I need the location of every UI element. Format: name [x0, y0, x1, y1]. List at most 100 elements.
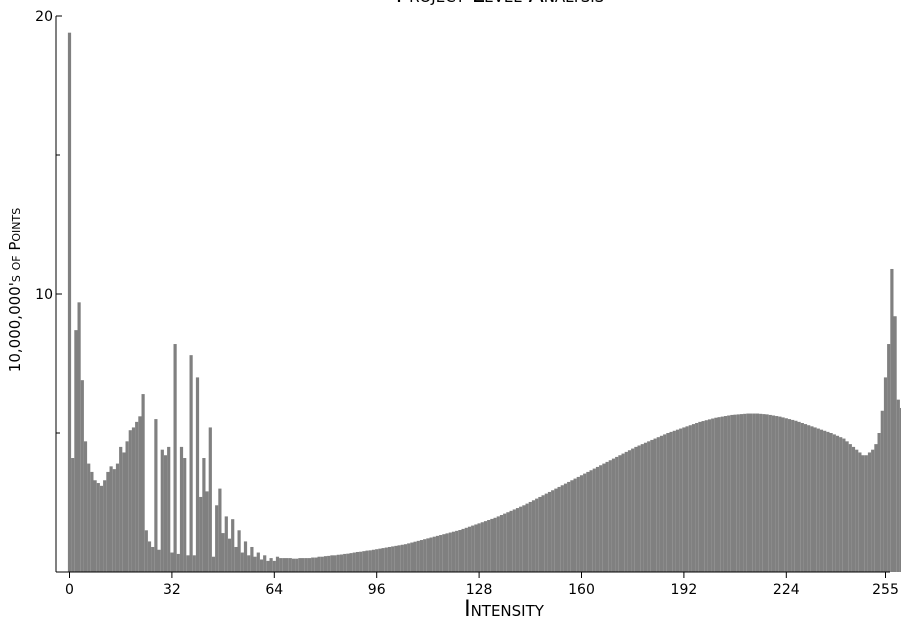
histogram-bar [179, 446, 184, 572]
histogram-bar [163, 455, 168, 572]
histogram-bar [877, 433, 881, 572]
histogram-bar [682, 427, 686, 572]
histogram-bar [819, 429, 824, 572]
histogram-bar [813, 427, 817, 572]
histogram-bar [304, 558, 308, 572]
histogram-bar [359, 551, 363, 572]
histogram-bar [711, 418, 715, 572]
histogram-bar [288, 558, 292, 572]
histogram-bar [880, 410, 884, 572]
histogram-bar [637, 445, 641, 572]
histogram-bar [567, 481, 571, 572]
histogram-bar [243, 541, 248, 572]
histogram-bar [487, 520, 491, 572]
histogram-bar [634, 446, 638, 572]
histogram-bar [115, 463, 120, 572]
histogram-bar [234, 546, 238, 572]
histogram-bar [691, 424, 696, 572]
histogram-bar [378, 548, 382, 572]
histogram-bar [771, 415, 776, 572]
histogram-bar [528, 501, 532, 572]
histogram-bar [253, 556, 257, 572]
histogram-bar [87, 463, 91, 572]
histogram-bar [323, 556, 328, 572]
histogram-bar [531, 500, 536, 572]
histogram-bar [202, 458, 206, 572]
histogram-bar [826, 431, 830, 572]
histogram-bar [650, 439, 654, 572]
histogram-bar [339, 554, 344, 572]
histogram-bar [128, 430, 132, 572]
histogram-bar [151, 546, 155, 572]
histogram-bar [451, 531, 456, 572]
histogram-bar [90, 471, 94, 572]
histogram-bar [144, 530, 148, 572]
histogram-bar [506, 512, 510, 572]
histogram-bar [631, 448, 635, 572]
histogram-bar [295, 558, 299, 572]
histogram-bar [746, 413, 750, 572]
histogram-bar [448, 532, 452, 572]
histogram-bar [765, 414, 769, 572]
histogram-bar [896, 399, 900, 572]
histogram-bar [519, 506, 523, 572]
histogram-bar [672, 430, 676, 572]
histogram-bar [336, 554, 340, 572]
histogram-bar [282, 558, 286, 572]
histogram-bar [403, 544, 408, 572]
histogram-bar [698, 421, 702, 572]
histogram-bar [96, 483, 100, 572]
histogram-bar [707, 419, 712, 572]
y-tick-label: 10 [35, 287, 53, 303]
histogram-bar [656, 437, 660, 572]
histogram-bar [583, 473, 587, 572]
histogram-bar [538, 496, 542, 572]
histogram-bar [103, 480, 107, 572]
histogram-bar [867, 452, 872, 572]
histogram-bar [362, 551, 366, 572]
histogram-bar [192, 555, 196, 572]
histogram-bar [269, 558, 273, 572]
histogram-bar [842, 438, 846, 572]
histogram-bar [659, 435, 664, 572]
histogram-bar [77, 302, 81, 572]
histogram-bar [263, 555, 267, 572]
histogram-bar [125, 441, 129, 572]
histogram-bar [522, 505, 526, 572]
histogram-bar [349, 553, 353, 572]
histogram-bar [823, 430, 827, 572]
ticks-group: 0 32 64 96 128 160 192 224 255 10 20 [35, 9, 899, 598]
histogram-bar [586, 471, 590, 572]
histogram-bar [352, 552, 356, 572]
histogram-bar [157, 549, 161, 572]
histogram-bar [131, 427, 136, 572]
histogram-bar [669, 431, 673, 572]
histogram-bar [493, 517, 497, 572]
histogram-bar [618, 455, 622, 572]
histogram-bar [666, 433, 670, 572]
histogram-bar [477, 523, 481, 572]
histogram-bar [554, 488, 558, 572]
histogram-bar [80, 380, 84, 572]
bars-group [67, 32, 901, 573]
histogram-bar [752, 413, 756, 572]
histogram-bar [211, 556, 216, 572]
histogram-bar [557, 486, 561, 572]
histogram-bar [624, 451, 628, 572]
histogram-bar [864, 455, 868, 572]
histogram-bar [333, 555, 337, 572]
histogram-bar [173, 344, 177, 572]
histogram-bar [816, 428, 820, 572]
histogram-bar [237, 530, 241, 572]
histogram-bar [544, 493, 548, 572]
histogram-bar [112, 469, 116, 572]
histogram-bar [541, 495, 545, 572]
histogram-bar [218, 488, 222, 572]
x-tick-label: 64 [265, 582, 283, 598]
histogram-bar [781, 417, 785, 572]
histogram-bar [599, 465, 603, 572]
histogram-bar [791, 419, 795, 572]
histogram-bar [291, 558, 296, 572]
histogram-bar [605, 461, 609, 572]
histogram-bar [186, 555, 190, 572]
